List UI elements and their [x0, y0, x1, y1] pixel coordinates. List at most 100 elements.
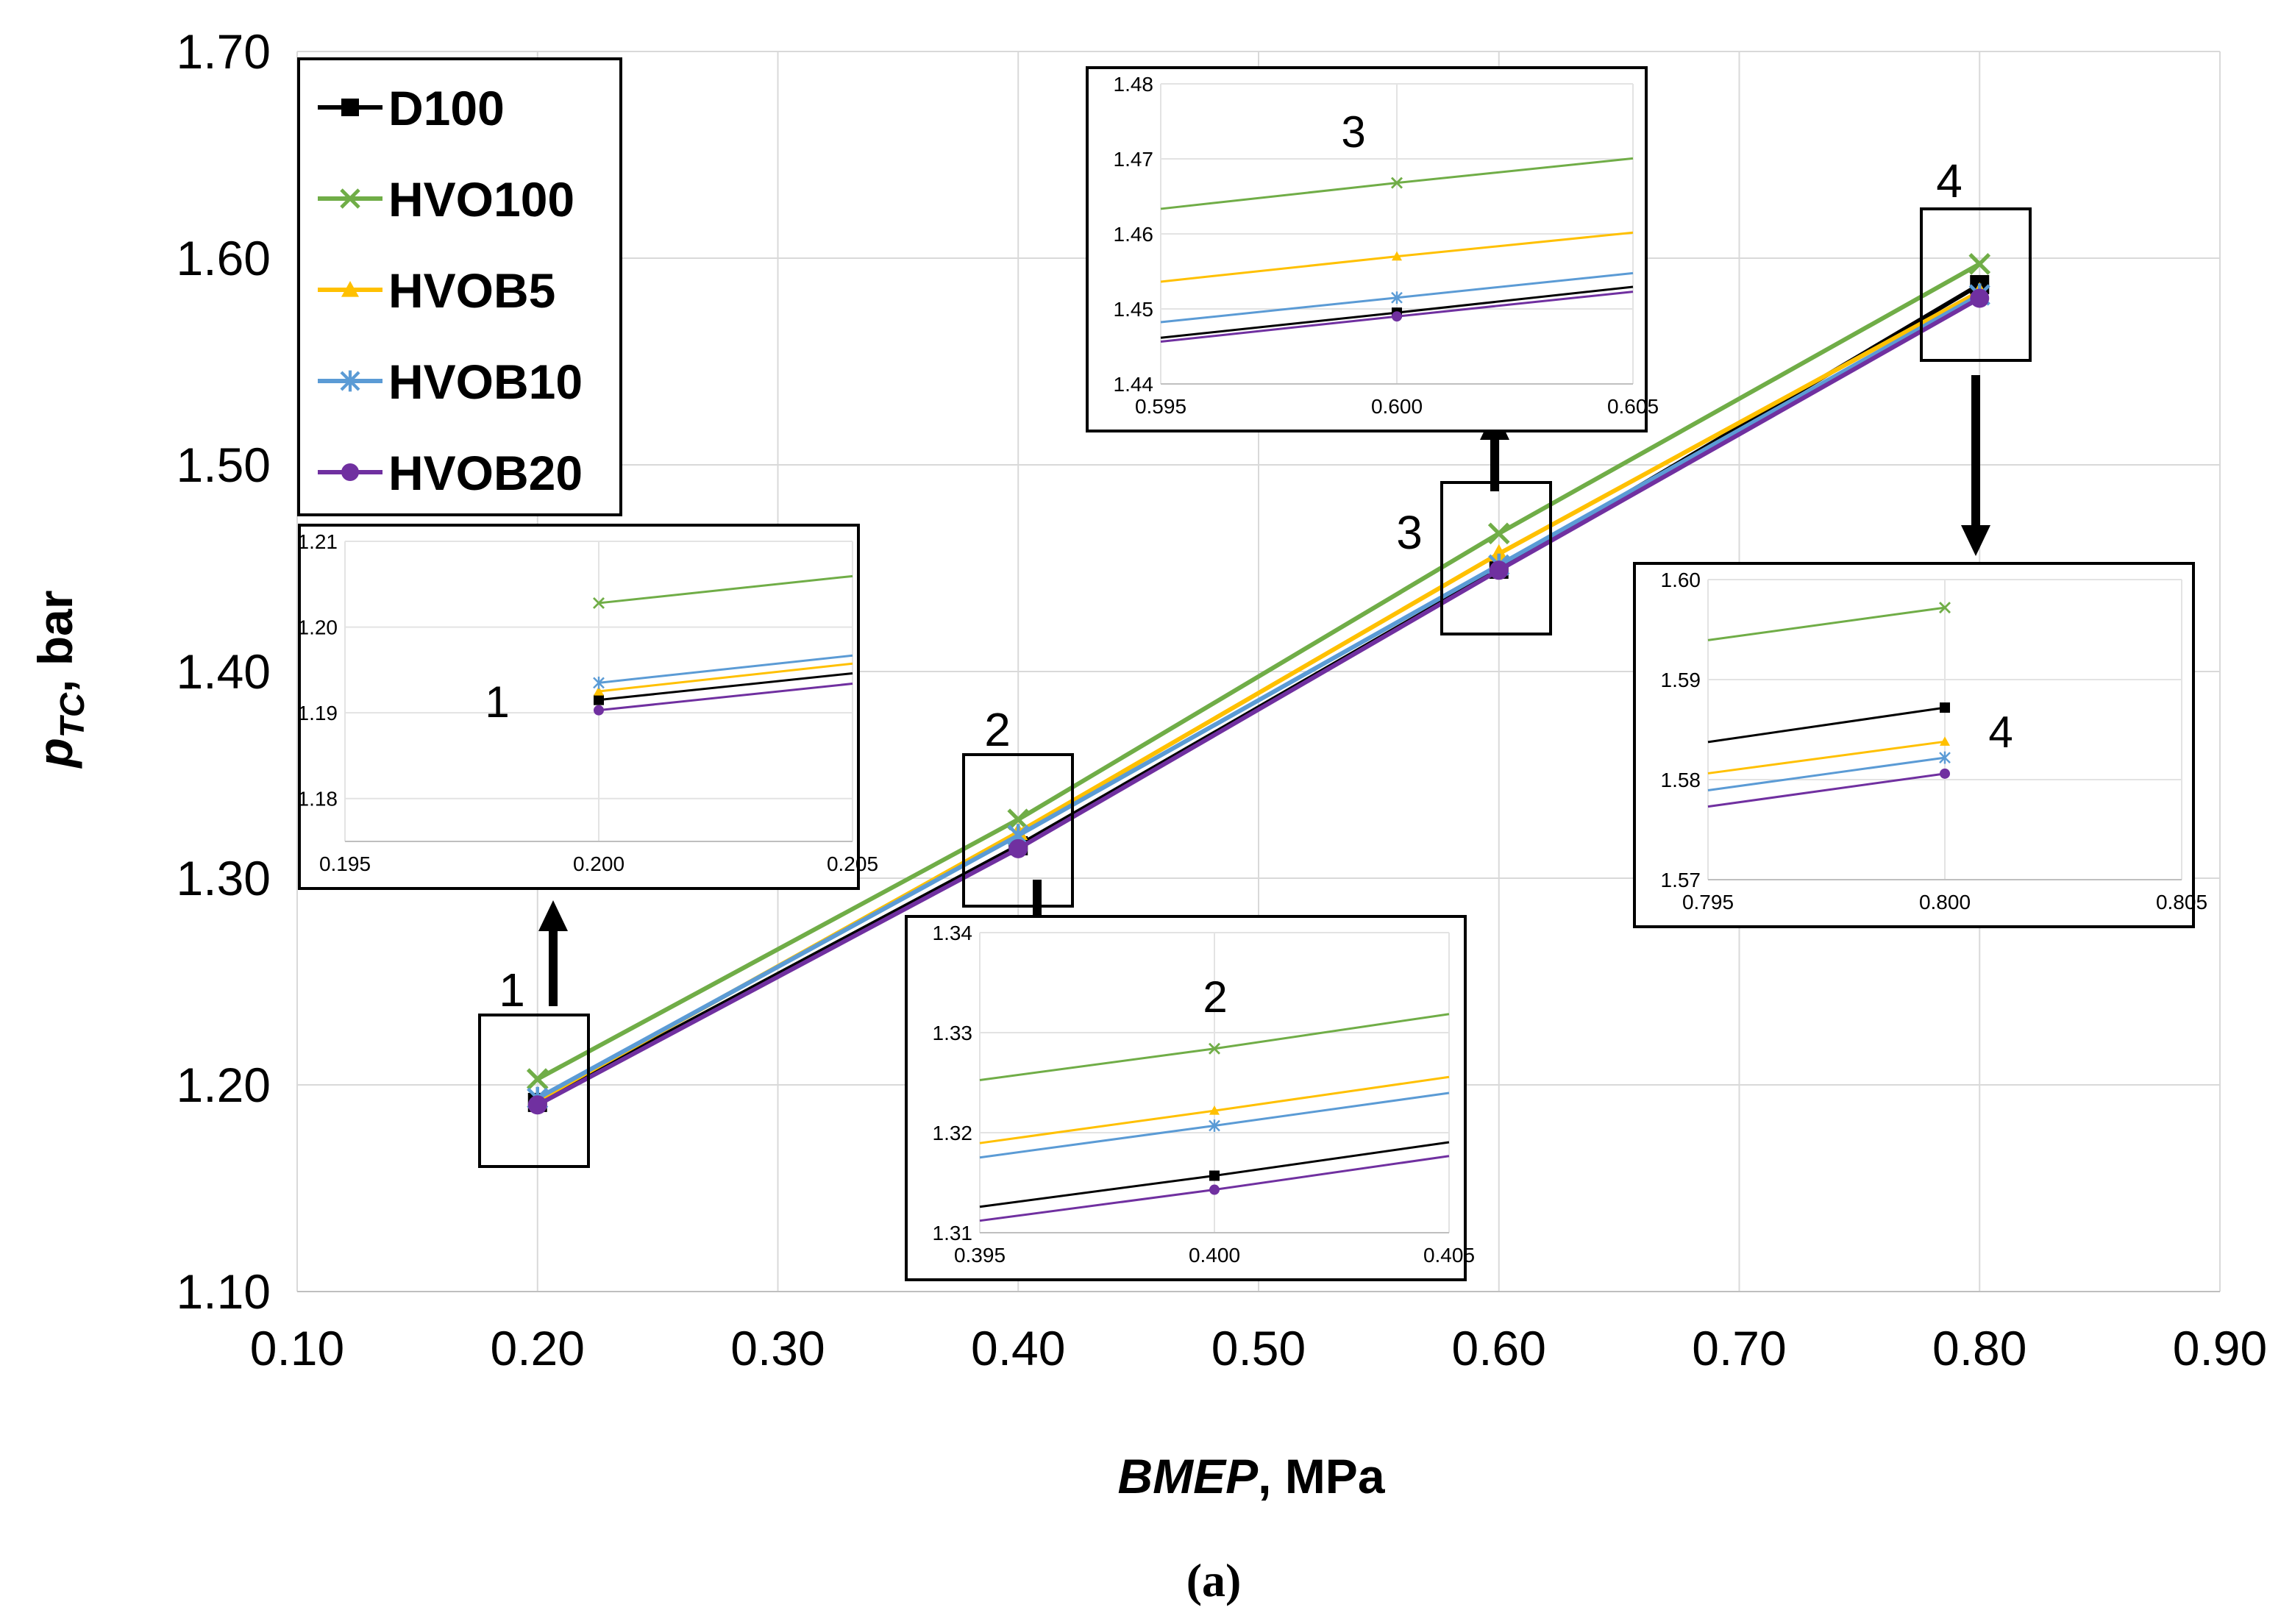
inset-3-y-tick-3: 1.47	[1114, 148, 1154, 171]
inset-4-point-HVO100	[1939, 602, 1951, 614]
legend-label-HVOB20: HVOB20	[388, 446, 583, 500]
inset-3-y-tick-1: 1.45	[1114, 298, 1154, 321]
inset-4-point-HVOB20	[1940, 768, 1950, 779]
zoom-box-label-4: 4	[1936, 154, 1962, 207]
data-point-HVO100-0-stroke-b	[526, 1068, 549, 1090]
inset-2-y-tick-2: 1.33	[933, 1022, 973, 1044]
inset-4-point-HVO100-stroke-b	[1939, 602, 1951, 614]
data-point-HVOB20-2	[1489, 560, 1509, 580]
inset-1-line-HVOB10	[598, 654, 853, 684]
inset-4-line-HVOB10	[1707, 756, 1946, 792]
inset-4-y-tick-3: 1.60	[1661, 569, 1701, 591]
inset-4-x-tick-2: 0.805	[2156, 891, 2207, 914]
x-tick-label-4: 0.50	[1211, 1321, 1306, 1375]
inset-2-point-D100-shape	[1209, 1170, 1220, 1181]
inset-1-point-HVOB20	[594, 705, 604, 716]
inset-3-point-HVOB5	[1392, 251, 1402, 261]
y-tick-label-3: 1.40	[177, 644, 271, 699]
legend-marker-HVOB5	[341, 281, 359, 297]
inset-1-x-tick-1: 0.200	[573, 852, 624, 875]
legend-label-HVOB10: HVOB10	[388, 355, 583, 409]
y-axis-title-sub: TC	[53, 692, 91, 738]
data-point-HVOB20-0	[527, 1095, 547, 1115]
series-HVOB20	[527, 288, 1990, 1115]
inset-3-point-HVOB20	[1392, 311, 1402, 322]
inset-4-label: 4	[1988, 708, 2013, 757]
inset-4-x-tick-1: 0.800	[1919, 891, 1971, 914]
figure-caption: (a)	[1186, 1554, 1242, 1606]
inset-4-point-HVOB5	[1940, 736, 1950, 746]
inset-2-point-D100	[1209, 1170, 1220, 1181]
legend-label-D100: D100	[388, 81, 505, 135]
arrow-4-head	[1961, 525, 1990, 556]
inset-3-x-tick-0: 0.595	[1135, 395, 1186, 418]
data-point-HVOB5-2-shape	[1489, 544, 1509, 562]
zoom-box-label-1: 1	[499, 964, 525, 1016]
inset-2-y-tick-3: 1.34	[933, 922, 973, 944]
y-tick-label-0: 1.10	[177, 1264, 271, 1319]
inset-2-label: 2	[1203, 972, 1227, 1022]
legend-marker-D100-shape	[341, 99, 359, 116]
data-point-HVO100-1-stroke-b	[1007, 808, 1030, 831]
zoom-box-4	[1920, 207, 2032, 362]
zoom-box-1	[478, 1014, 590, 1168]
inset-4-y-tick-0: 1.57	[1661, 869, 1701, 891]
inset-1-line-HVOB20	[598, 683, 853, 712]
data-point-HVO100-2	[1487, 522, 1510, 545]
x-tick-label-3: 0.40	[971, 1321, 1065, 1375]
y-tick-label-2: 1.30	[177, 851, 271, 905]
legend-marker-HVO100-stroke-b	[340, 188, 360, 209]
inset-3-x-tick-1: 0.600	[1371, 395, 1423, 418]
data-point-HVO100-2-stroke-b	[1487, 522, 1510, 545]
inset-3-y-tick-0: 1.44	[1114, 373, 1154, 396]
inset-4-point-HVOB10	[1939, 751, 1951, 764]
inset-frame-1	[298, 524, 860, 890]
inset-3-y-tick-4: 1.48	[1114, 73, 1154, 96]
inset-1-x-tick-0: 0.195	[319, 852, 371, 875]
legend-marker-HVOB20-shape	[341, 463, 359, 481]
data-point-HVOB20-3-shape	[1970, 288, 1990, 308]
inset-2: 0.395 0.400 0.405 1.31 1.32 1.33 1.34 2	[905, 915, 1475, 1281]
x-tick-label-6: 0.70	[1692, 1321, 1786, 1375]
inset-1-point-HVOB5	[594, 686, 604, 696]
legend: D100 HVO100 HVOB5 HVOB10 HVOB20	[297, 57, 622, 516]
inset-1-point-HVOB20-shape	[594, 705, 604, 716]
data-point-HVO100-0	[526, 1068, 549, 1090]
zoom-box-label-2: 2	[984, 703, 1011, 756]
y-tick-label-5: 1.60	[177, 231, 271, 285]
inset-2-point-HVOB20-shape	[1209, 1184, 1220, 1195]
inset-3-label: 3	[1341, 107, 1365, 157]
inset-3-y-tick-2: 1.46	[1114, 223, 1154, 246]
inset-1-line-D100	[598, 672, 853, 702]
inset-1-line-HVO100	[598, 574, 853, 605]
inset-4-y-tick-2: 1.59	[1661, 669, 1701, 691]
inset-3-point-HVO100	[1391, 177, 1403, 189]
series-line-HVOB10	[536, 293, 1981, 1100]
inset-3-point-HVOB5-shape	[1392, 251, 1402, 261]
inset-3: 0.595 0.600 0.605 1.44 1.45 1.46 1.47 1.48 3	[1086, 66, 1659, 432]
inset-4-point-D100	[1940, 702, 1950, 713]
inset-frame-2	[905, 915, 1467, 1281]
inset-1-point-HVOB10	[593, 676, 605, 689]
zoom-box-2	[962, 753, 1074, 908]
data-point-HVOB20-3	[1970, 288, 1990, 308]
legend-marker-HVOB10	[340, 370, 360, 392]
arrow-4	[1961, 375, 1990, 556]
inset-1-point-D100	[594, 694, 604, 705]
inset-1-point-HVO100-stroke-b	[593, 596, 605, 609]
inset-2-y-tick-0: 1.31	[933, 1222, 973, 1244]
inset-4-point-D100-shape	[1940, 702, 1950, 713]
inset-4-line-HVOB5	[1707, 740, 1946, 774]
arrow-1	[538, 900, 568, 1006]
legend-marker-D100	[341, 99, 359, 116]
x-tick-label-8: 0.90	[2173, 1321, 2267, 1375]
legend-marker-HVO100	[340, 188, 360, 209]
inset-2-point-HVOB10	[1209, 1119, 1220, 1132]
inset-1-label: 1	[485, 677, 509, 727]
y-tick-label-4: 1.50	[177, 438, 271, 492]
inset-2-point-HVOB20	[1209, 1184, 1220, 1195]
x-tick-label-5: 0.60	[1452, 1321, 1546, 1375]
series-line-HVO100	[536, 262, 1981, 1081]
inset-4-line-HVOB20	[1707, 772, 1946, 808]
